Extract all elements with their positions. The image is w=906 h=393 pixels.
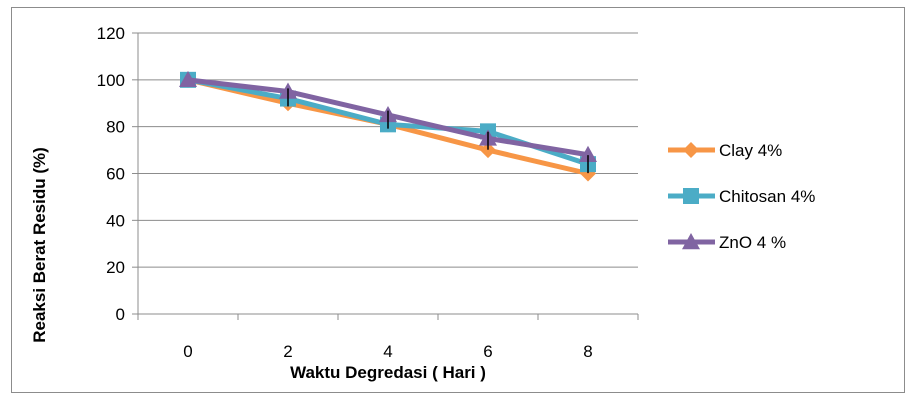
y-tick-label: 20 xyxy=(106,258,125,277)
legend-label: Clay 4% xyxy=(719,141,782,160)
x-axis-title: Waktu Degredasi ( Hari ) xyxy=(290,363,486,382)
x-tick-label: 6 xyxy=(483,342,492,361)
y-tick-labels: 0 20 40 60 80 100 120 xyxy=(97,24,125,324)
y-tick-label: 40 xyxy=(106,211,125,230)
legend-item: Clay 4% xyxy=(668,141,782,160)
legend: Clay 4% Chitosan 4% ZnO 4 % xyxy=(668,141,815,252)
axes xyxy=(132,32,639,320)
x-tick-label: 8 xyxy=(583,342,592,361)
triangle-marker xyxy=(179,70,197,88)
y-tick-label: 80 xyxy=(106,118,125,137)
legend-item: ZnO 4 % xyxy=(668,233,786,252)
y-tick-label: 100 xyxy=(97,71,125,90)
diamond-marker xyxy=(683,142,699,158)
line-chart: 0 20 40 60 80 100 120 0 2 4 6 8 Clay 4% Chitosan 4%… xyxy=(30,24,815,382)
y-tick-label: 120 xyxy=(97,24,125,43)
legend-label: Chitosan 4% xyxy=(719,187,815,206)
x-tick-labels: 0 2 4 6 8 xyxy=(183,342,592,361)
x-tick-label: 2 xyxy=(283,342,292,361)
legend-label: ZnO 4 % xyxy=(719,233,786,252)
chart-frame xyxy=(11,7,905,393)
x-tick-label: 4 xyxy=(383,342,392,361)
triangle-marker xyxy=(682,233,700,250)
diamond-marker xyxy=(480,142,496,159)
x-tick-label: 0 xyxy=(183,342,192,361)
y-tick-label: 0 xyxy=(116,305,125,324)
series-group xyxy=(179,70,597,182)
y-axis-title: Reaksi Berat Residu (%) xyxy=(30,147,49,343)
triangle-marker xyxy=(579,145,597,162)
square-marker xyxy=(683,188,699,204)
legend-item: Chitosan 4% xyxy=(668,187,815,206)
gridlines xyxy=(138,32,638,268)
y-tick-label: 60 xyxy=(106,165,125,184)
